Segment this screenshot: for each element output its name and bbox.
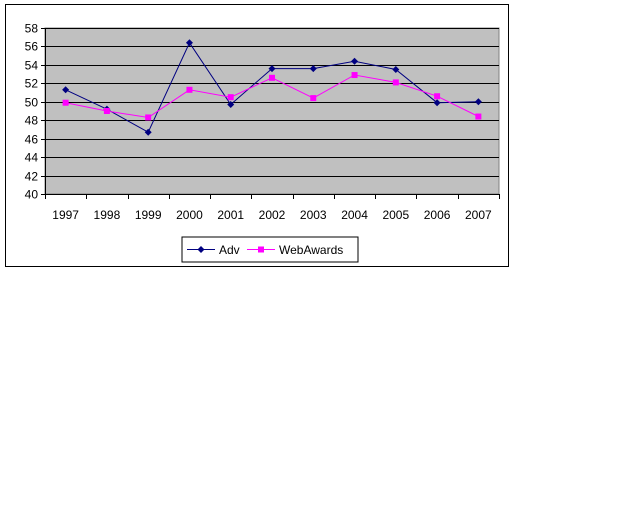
x-tick-label: 1997 [52,208,79,222]
x-tick-label: 2005 [382,208,409,222]
data-point-webawards [227,94,234,101]
data-point-webawards [269,74,275,81]
legend-marker-webawards [258,246,264,253]
data-point-adv [144,128,152,136]
x-tick-label: 2002 [259,208,286,222]
chart-frame: 40 42 44 46 48 50 52 54 56 58 1997 1998 1999 2000 200… [5,4,509,267]
y-tick-label: 46 [25,133,39,147]
data-point-adv [227,101,235,109]
x-tick-label: 2007 [465,208,492,222]
data-point-adv [268,65,276,73]
data-point-webawards [475,113,482,120]
data-point-adv [62,86,70,94]
legend-label-webawards: WebAwards [279,243,343,257]
y-tick-labels: 40 42 44 46 48 50 52 54 56 58 [25,22,39,202]
data-point-adv [474,98,482,106]
data-point-webawards [351,72,358,79]
x-tick-label: 1999 [135,208,162,222]
y-tick-label: 58 [25,22,39,36]
data-point-adv [392,66,400,73]
x-tick-label: 2001 [217,208,244,222]
y-tick-label: 50 [25,96,39,110]
grid-lines [45,28,499,177]
x-tick-label: 2003 [300,208,327,222]
line-chart: 40 42 44 46 48 50 52 54 56 58 1997 1998 1999 2000 200… [25,22,500,263]
data-point-webawards [145,114,152,121]
plot-area [44,27,500,195]
y-tick-label: 56 [25,40,39,54]
data-point-webawards [103,108,110,114]
data-point-adv [185,39,193,47]
legend-marker-adv [197,246,205,253]
x-tick-label: 2006 [424,208,451,222]
series [62,39,482,136]
x-tick-labels: 1997 1998 1999 2000 2001 2002 2003 2004 2005 2006… [52,208,492,222]
data-point-webawards [186,86,193,93]
data-point-webawards [392,79,399,86]
legend-label-adv: Adv [219,243,240,257]
y-tick-label: 52 [25,77,39,91]
data-point-adv [309,65,317,73]
legend: Adv WebAwards [181,236,359,263]
y-tick-label: 48 [25,114,39,128]
x-tick-label: 2004 [341,208,368,222]
axes [41,28,500,199]
y-tick-label: 40 [25,188,39,202]
data-point-webawards [62,99,69,106]
data-point-adv [433,99,441,107]
data-point-adv [351,57,359,65]
data-point-webawards [310,95,317,102]
y-tick-label: 42 [25,170,39,184]
y-tick-label: 54 [25,59,39,73]
x-tick-label: 1998 [94,208,121,222]
x-tick-label: 2000 [176,208,203,222]
data-point-webawards [434,93,441,100]
y-tick-label: 44 [25,151,39,165]
